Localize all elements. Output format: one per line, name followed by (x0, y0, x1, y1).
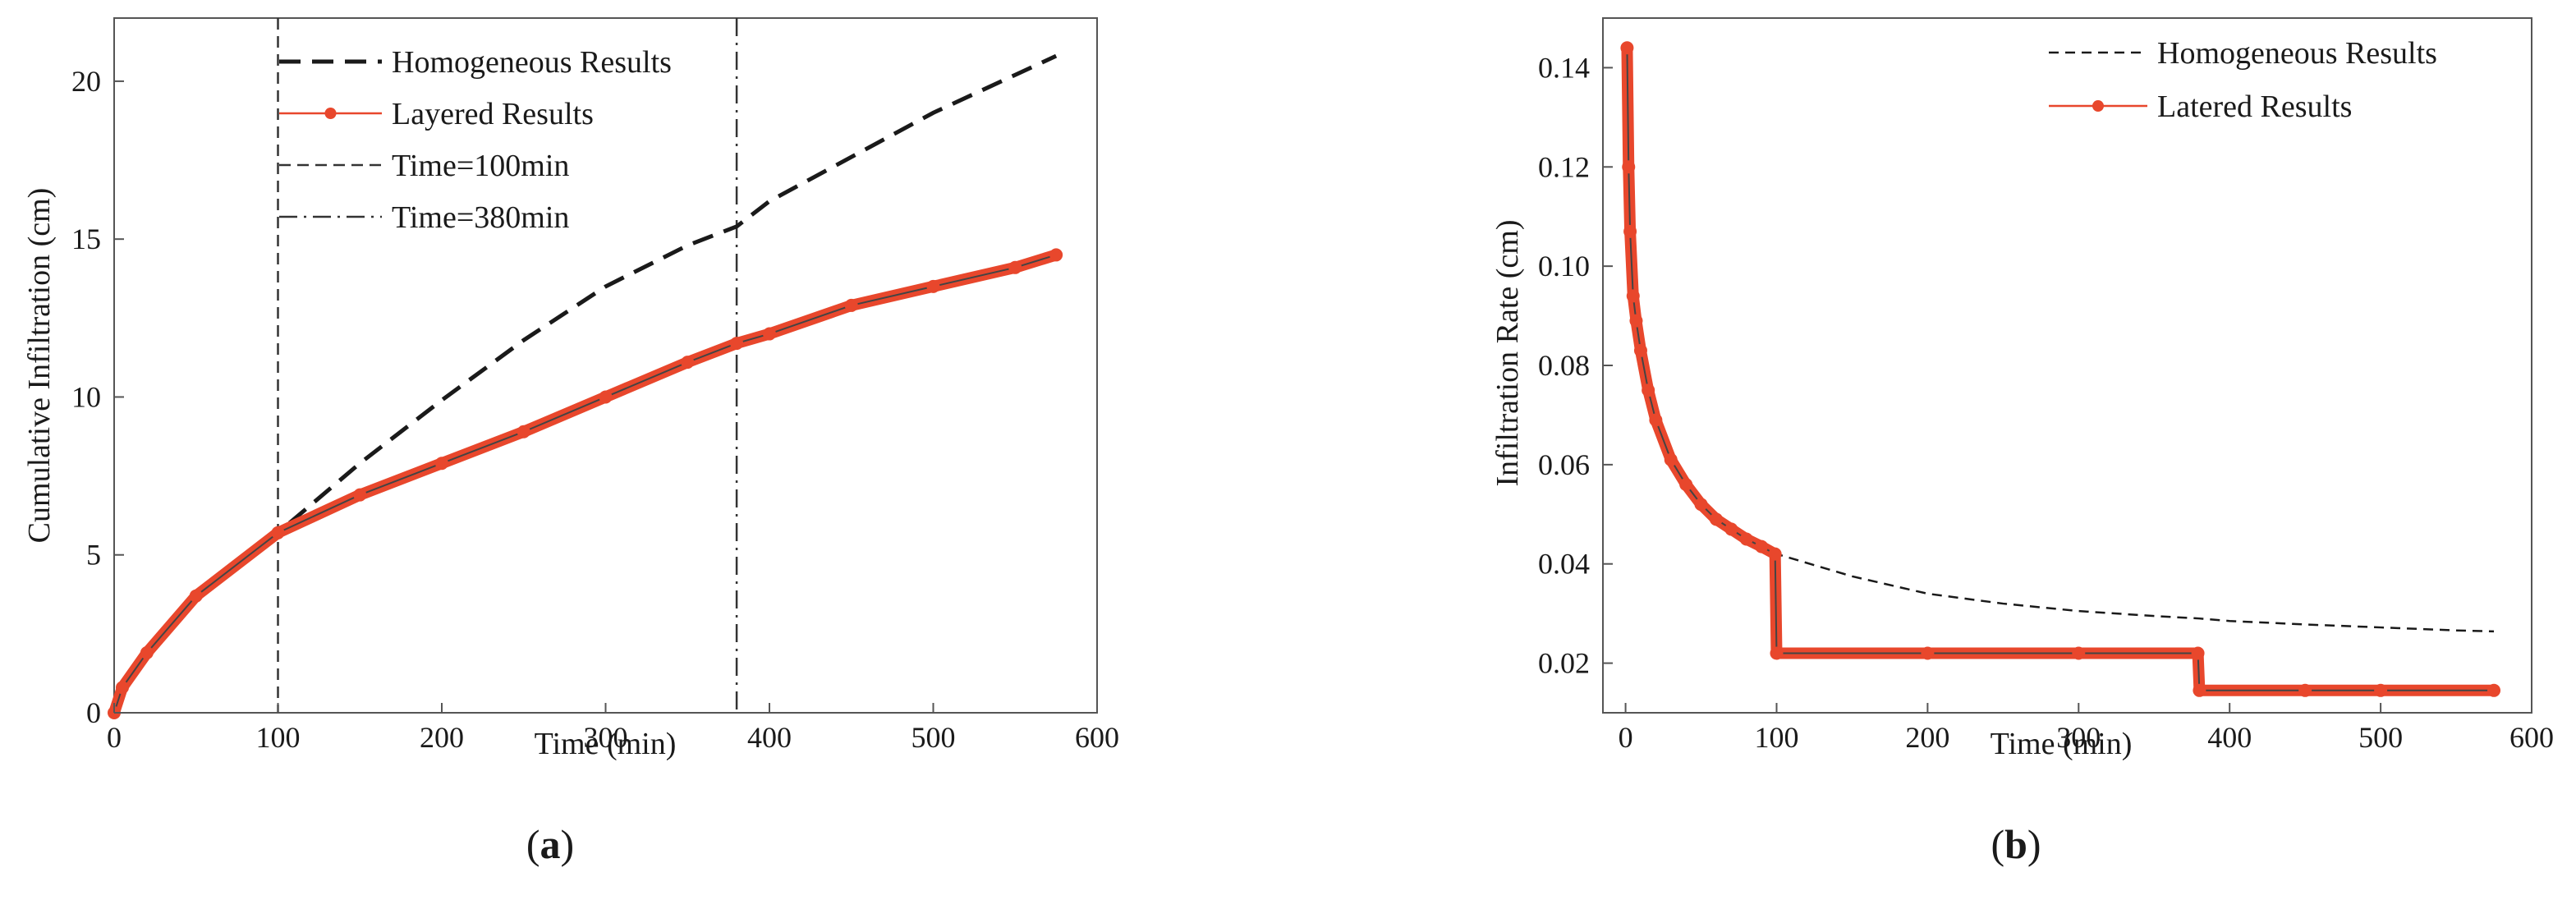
a-y-tick-label: 20 (71, 65, 101, 98)
b-series-layered-point (1739, 532, 1753, 546)
a-y-tick-label: 5 (86, 539, 101, 572)
a-series-layered-point (681, 356, 695, 370)
a-series-layered-point (844, 298, 858, 312)
a-series-layered-point (1008, 260, 1022, 274)
panel-b-caption-letter: b (2004, 821, 2027, 867)
b-x-tick-label: 0 (1619, 721, 1633, 754)
panel-b-y-axis-title: Infiltration Rate (cm) (1490, 220, 1525, 487)
b-series-layered-point (1694, 498, 1708, 512)
b-legend-label: Latered Results (2157, 90, 2352, 124)
a-series-layered-point (115, 681, 129, 695)
b-series-layered-point (2191, 646, 2205, 660)
panel-a-caption: (a) (526, 821, 574, 867)
b-series-layered-point (2487, 683, 2501, 697)
b-legend-label: Homogeneous Results (2157, 36, 2437, 71)
a-x-tick-label: 100 (256, 721, 301, 754)
b-x-tick-label: 500 (2358, 721, 2403, 754)
panel-a-series (108, 53, 1063, 719)
a-series-layered-point (271, 526, 285, 540)
b-y-tick-label: 0.08 (1538, 349, 1590, 382)
a-series-layered-connector (113, 254, 1057, 714)
b-series-layered-point (2072, 646, 2086, 660)
b-series-layered-point (1649, 413, 1663, 427)
a-legend-label: Homogeneous Results (392, 45, 672, 80)
panel-b-ticks: 0 100 200 300 400 500 600 0.02 0.04 0.06 0.08 0.10 0… (1538, 51, 2554, 754)
panel-a-legend: Homogeneous Results Layered Results Time=1… (279, 45, 672, 235)
b-series-layered-point (2193, 683, 2206, 697)
a-series-layered-line (108, 249, 1063, 719)
b-y-tick-label: 0.02 (1538, 647, 1590, 680)
a-legend-label: Time=100min (392, 149, 569, 183)
a-x-tick-label: 0 (107, 721, 122, 754)
a-legend-swatch-marker (324, 108, 337, 119)
b-series-layered-point (2374, 683, 2388, 697)
b-series-layered-point (1664, 452, 1678, 466)
b-series-layered-point (1768, 547, 1782, 561)
b-series-layered-point (1620, 41, 1634, 55)
a-series-layered-point (435, 457, 448, 471)
b-series-layered-point (1622, 160, 1636, 174)
a-x-tick-label: 600 (1075, 721, 1119, 754)
b-series-layered-point (1633, 343, 1647, 357)
b-series-layered-point (1642, 383, 1655, 397)
panel-a-frame (113, 17, 1098, 714)
a-series-layered-point (599, 390, 613, 404)
a-x-tick-label: 400 (747, 721, 792, 754)
panel-a-reference-lines (277, 18, 738, 713)
a-series-layered-point (763, 327, 776, 341)
panel-b-legend: Homogeneous Results Latered Results (2049, 36, 2437, 124)
b-series-layered-point (1770, 646, 1784, 660)
b-series-layered-point (1709, 512, 1723, 526)
a-x-tick-label: 500 (911, 721, 956, 754)
b-y-tick-label: 0.06 (1538, 448, 1590, 481)
b-x-tick-label: 600 (2509, 721, 2554, 754)
b-y-tick-label: 0.14 (1538, 51, 1590, 84)
b-series-layered-point (1724, 522, 1738, 536)
panel-a-caption-letter: a (540, 821, 561, 867)
b-x-tick-label: 200 (1905, 721, 1949, 754)
b-legend-swatch-marker (2092, 100, 2104, 112)
panel-a-x-axis-title: Time (min) (535, 727, 677, 761)
b-y-tick-label: 0.12 (1538, 150, 1590, 183)
a-x-tick-label: 200 (420, 721, 464, 754)
panel-b: 0 100 200 300 400 500 600 0.02 0.04 0.06 0.08 0.10 0… (1490, 17, 2554, 867)
b-series-layered-point (1755, 540, 1769, 553)
a-series-layered-point (1049, 248, 1063, 262)
b-series-layered-point (1626, 289, 1640, 303)
panel-a-ticks: 0 100 200 300 400 500 600 0 5 10 15 20 (71, 65, 1119, 754)
panel-b-x-axis-title: Time (min) (1991, 727, 2133, 761)
b-x-tick-label: 100 (1754, 721, 1798, 754)
a-series-layered-point (926, 279, 940, 293)
b-series-layered-point (2298, 683, 2312, 697)
panel-a: 0 100 200 300 400 500 600 0 5 10 15 20 Time (min) C… (22, 17, 1119, 867)
a-y-tick-label: 10 (71, 380, 101, 413)
b-series-layered-point (1623, 224, 1637, 238)
a-y-tick-label: 15 (71, 223, 101, 255)
b-series-layered-point (1921, 646, 1935, 660)
b-y-tick-label: 0.10 (1538, 250, 1590, 282)
b-series-layered-point (1679, 478, 1693, 492)
a-series-homogeneous-line (112, 53, 1058, 714)
a-series-layered-point (189, 589, 203, 603)
a-series-layered-point (353, 488, 367, 502)
b-x-tick-label: 400 (2207, 721, 2252, 754)
panel-b-frame (1602, 17, 2532, 714)
a-legend-label: Time=380min (392, 200, 569, 235)
b-y-tick-label: 0.04 (1538, 548, 1590, 581)
b-series-layered-line (1621, 42, 2500, 696)
panel-b-series (1620, 41, 2501, 697)
a-series-layered-point (140, 645, 154, 659)
panel-b-caption: (b) (1991, 821, 2041, 867)
a-series-layered-point (517, 425, 530, 439)
b-series-layered-connector (1626, 48, 2495, 691)
b-series-layered-point (1629, 314, 1643, 328)
panel-a-y-axis-title: Cumulative Infiltration (cm) (22, 188, 57, 544)
a-x-tick-label: 300 (584, 721, 628, 754)
a-y-tick-label: 0 (86, 696, 101, 729)
a-series-layered-point (730, 337, 744, 351)
b-x-tick-label: 300 (2056, 721, 2101, 754)
a-legend-label: Layered Results (392, 97, 594, 131)
